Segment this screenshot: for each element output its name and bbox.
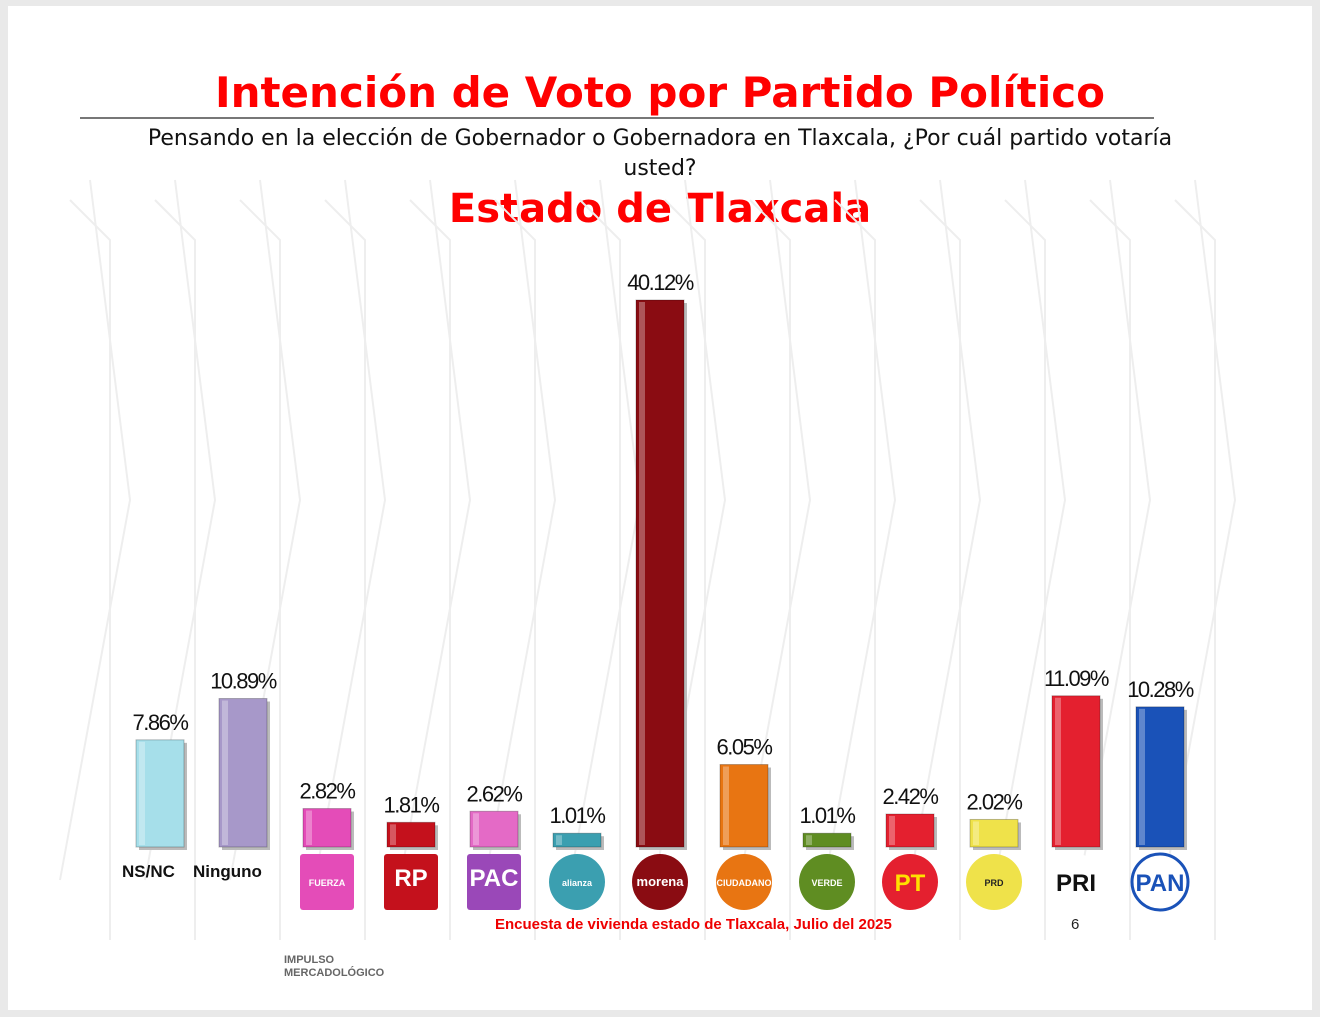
svg-text:alianza: alianza <box>562 878 593 888</box>
party-logo-6: morena <box>632 854 688 910</box>
category-label-ninguno: Ninguno <box>193 862 262 881</box>
bar-8 <box>802 832 852 848</box>
bar-highlight <box>222 700 228 845</box>
data-label: 11.09% <box>1044 666 1109 691</box>
background-pattern <box>909 179 982 940</box>
bar-1 <box>218 698 268 848</box>
data-label: 1.01% <box>550 803 606 828</box>
svg-text:PRD: PRD <box>984 878 1004 888</box>
background-pattern <box>1164 179 1237 940</box>
bar-5 <box>552 832 602 848</box>
bar-9 <box>885 813 935 848</box>
data-label: 1.01% <box>800 803 856 828</box>
bar-highlight <box>639 302 645 845</box>
svg-text:PT: PT <box>895 870 926 897</box>
svg-text:RP: RP <box>394 865 427 892</box>
data-label: 7.86% <box>133 710 189 735</box>
bar-4 <box>469 810 519 848</box>
party-logo-9: PT <box>882 854 938 910</box>
category-label-nsnc: NS/NC <box>122 862 175 881</box>
data-label: 40.12% <box>627 270 694 295</box>
bar-highlight <box>306 810 312 845</box>
background-pattern <box>1079 179 1152 940</box>
data-label: 2.82% <box>300 779 356 804</box>
bar-highlight <box>473 813 479 845</box>
svg-text:morena: morena <box>637 874 685 889</box>
background-pattern <box>739 179 812 940</box>
data-label: 10.89% <box>210 669 277 694</box>
survey-question: Pensando en la elección de Gobernador o … <box>147 126 1173 181</box>
party-logo-5: alianza <box>549 854 605 910</box>
party-logo-4: PAC <box>467 854 521 910</box>
bar-highlight <box>390 824 396 845</box>
background-pattern <box>824 179 897 940</box>
svg-text:VERDE: VERDE <box>811 878 842 888</box>
data-label: 1.81% <box>384 792 440 817</box>
svg-text:PRI: PRI <box>1056 870 1096 897</box>
svg-text:FUERZA: FUERZA <box>309 878 346 888</box>
svg-text:CIUDADANO: CIUDADANO <box>717 878 772 888</box>
bar-highlight <box>806 835 812 845</box>
party-logo-10: PRD <box>966 854 1022 910</box>
bar-highlight <box>889 816 895 845</box>
bar-highlight <box>1055 697 1061 845</box>
bar-highlight <box>723 766 729 845</box>
party-logo-11: PRI <box>1048 854 1104 910</box>
bar-7 <box>719 764 769 848</box>
background-pattern <box>484 179 557 940</box>
main-title: Intención de Voto por Partido Político <box>214 68 1106 117</box>
bar-highlight <box>1139 708 1145 845</box>
background-pattern <box>994 179 1067 940</box>
background-pattern <box>314 179 387 940</box>
party-logo-2: FUERZA <box>300 854 354 910</box>
brand-logo: IMPULSO MERCADOLÓGICO <box>284 954 384 980</box>
background-pattern <box>399 179 472 940</box>
bar-highlight <box>139 741 145 845</box>
party-logo-7: CIUDADANO <box>716 854 772 910</box>
party-logo-3: RP <box>384 854 438 910</box>
source-note: Encuesta de vivienda estado de Tlaxcala,… <box>495 916 892 933</box>
brand-name-1: IMPULSO <box>284 954 335 966</box>
bar-6 <box>635 299 685 848</box>
data-label: 6.05% <box>717 735 773 760</box>
title-divider <box>80 117 1154 119</box>
svg-text:PAN: PAN <box>1136 870 1185 897</box>
data-label: 2.42% <box>883 784 939 809</box>
party-logo-12: PAN <box>1130 852 1190 912</box>
bar-highlight <box>973 821 979 845</box>
bar-2 <box>302 808 352 848</box>
data-label: 2.02% <box>967 789 1023 814</box>
data-label: 2.62% <box>467 781 523 806</box>
bar-12 <box>1135 706 1185 848</box>
data-label: 10.28% <box>1127 677 1194 702</box>
bar-10 <box>969 818 1019 848</box>
brand-name-2: MERCADOLÓGICO <box>284 967 385 979</box>
svg-text:PAC: PAC <box>470 865 519 892</box>
party-logo-8: VERDE <box>799 854 855 910</box>
bar-0 <box>135 739 185 848</box>
bar-3 <box>386 821 436 848</box>
background-pattern <box>59 179 132 940</box>
bar-highlight <box>556 835 562 845</box>
page-number: 6 <box>1071 916 1080 933</box>
bar-11 <box>1051 695 1101 848</box>
